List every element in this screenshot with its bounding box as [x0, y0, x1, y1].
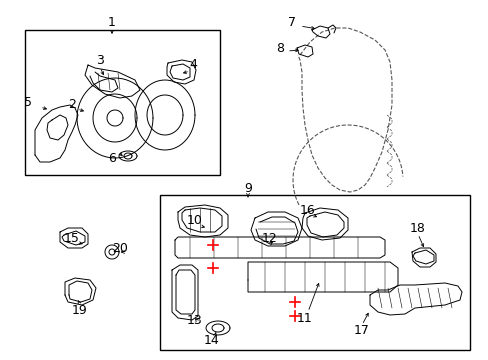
Text: 16: 16: [300, 203, 315, 216]
Text: 15: 15: [64, 231, 80, 244]
Text: 10: 10: [187, 213, 203, 226]
Text: 3: 3: [96, 54, 104, 67]
Text: 19: 19: [72, 303, 88, 316]
Text: 18: 18: [409, 221, 425, 234]
Text: 14: 14: [203, 333, 220, 346]
Text: 1: 1: [108, 15, 116, 28]
Bar: [25, 30, 220, 175]
Text: 8: 8: [275, 41, 284, 54]
Text: 2: 2: [68, 99, 76, 112]
Text: 12: 12: [262, 231, 277, 244]
Text: 17: 17: [353, 324, 369, 337]
Text: 6: 6: [108, 152, 116, 165]
Text: 5: 5: [24, 96, 32, 109]
Text: 13: 13: [187, 314, 203, 327]
Text: 9: 9: [244, 181, 251, 194]
Text: 11: 11: [297, 311, 312, 324]
Text: 4: 4: [189, 58, 197, 72]
Text: 20: 20: [112, 242, 128, 255]
Text: 7: 7: [287, 15, 295, 28]
Bar: [160, 195, 469, 350]
